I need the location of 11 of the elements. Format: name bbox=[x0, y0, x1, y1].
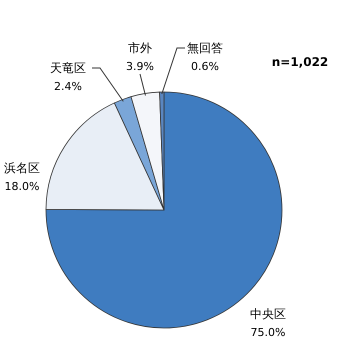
slice-label: 浜名区 bbox=[4, 161, 40, 175]
data-label: 0.6% bbox=[191, 60, 219, 73]
data-label: 18.0% bbox=[4, 180, 40, 193]
slice-label: 無回答 bbox=[187, 41, 223, 55]
text: n=1,022 bbox=[272, 55, 328, 69]
slice-label: 天竜区 bbox=[50, 61, 86, 75]
slice-label: 市外 bbox=[128, 41, 152, 55]
data-label: 3.9% bbox=[126, 60, 154, 73]
data-label: 2.4% bbox=[54, 80, 82, 93]
data-label: 75.0% bbox=[250, 326, 286, 339]
slice-label: 中央区 bbox=[250, 307, 286, 321]
